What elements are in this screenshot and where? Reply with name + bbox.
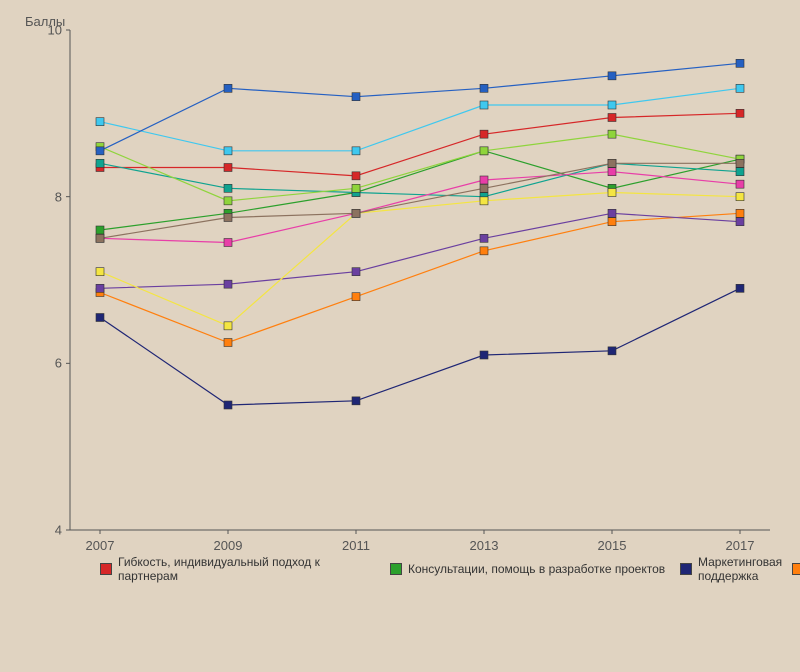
series-marker bbox=[96, 118, 104, 126]
series-marker bbox=[96, 314, 104, 322]
legend-item: Маркетинговая поддержка bbox=[680, 560, 782, 578]
series-marker bbox=[736, 180, 744, 188]
series-marker bbox=[352, 93, 360, 101]
plot-area bbox=[70, 30, 770, 530]
legend-swatch bbox=[390, 563, 402, 575]
series-line bbox=[100, 63, 740, 151]
plot-svg bbox=[70, 30, 770, 530]
series-marker bbox=[608, 218, 616, 226]
series-marker bbox=[96, 284, 104, 292]
legend: Гибкость, индивидуальный подход к партне… bbox=[100, 560, 800, 578]
x-tick: 2011 bbox=[342, 538, 370, 553]
series-marker bbox=[608, 347, 616, 355]
series-marker bbox=[352, 293, 360, 301]
series-marker bbox=[352, 147, 360, 155]
series-marker bbox=[736, 159, 744, 167]
series-marker bbox=[608, 101, 616, 109]
series-marker bbox=[224, 239, 232, 247]
legend-label: Консультации, помощь в разработке проект… bbox=[408, 562, 665, 576]
series-marker bbox=[224, 322, 232, 330]
series-marker bbox=[224, 184, 232, 192]
y-tick: 4 bbox=[42, 523, 62, 538]
series-marker bbox=[608, 189, 616, 197]
legend-item: Консультации, помощь в разработке проект… bbox=[390, 560, 670, 578]
series-marker bbox=[480, 234, 488, 242]
series-marker bbox=[224, 197, 232, 205]
series-marker bbox=[224, 280, 232, 288]
series-marker bbox=[736, 84, 744, 92]
x-tick: 2015 bbox=[598, 538, 627, 553]
legend-item: Наличие системы B2B bbox=[792, 560, 800, 578]
legend-label: Гибкость, индивидуальный подход к партне… bbox=[118, 555, 380, 583]
series-marker bbox=[608, 168, 616, 176]
series-line bbox=[100, 88, 740, 151]
series-line bbox=[100, 213, 740, 288]
series-marker bbox=[736, 168, 744, 176]
chart-container: Баллы 46810 200720092011201320152017 Гиб… bbox=[0, 0, 800, 672]
series-marker bbox=[736, 193, 744, 201]
series-line bbox=[100, 151, 740, 230]
series-marker bbox=[608, 159, 616, 167]
series-marker bbox=[480, 351, 488, 359]
legend-label: Маркетинговая поддержка bbox=[698, 555, 782, 583]
x-tick: 2017 bbox=[726, 538, 755, 553]
y-tick: 10 bbox=[42, 23, 62, 38]
series-marker bbox=[352, 209, 360, 217]
legend-swatch bbox=[792, 563, 800, 575]
x-tick: 2009 bbox=[214, 538, 243, 553]
series-marker bbox=[736, 284, 744, 292]
series-marker bbox=[480, 101, 488, 109]
series-line bbox=[100, 163, 740, 196]
y-tick: 6 bbox=[42, 356, 62, 371]
series-marker bbox=[608, 209, 616, 217]
series-marker bbox=[352, 268, 360, 276]
series-marker bbox=[480, 130, 488, 138]
legend-swatch bbox=[100, 563, 112, 575]
series-marker bbox=[96, 268, 104, 276]
series-marker bbox=[480, 184, 488, 192]
series-marker bbox=[480, 197, 488, 205]
x-tick: 2007 bbox=[86, 538, 115, 553]
series-marker bbox=[352, 172, 360, 180]
series-marker bbox=[96, 159, 104, 167]
series-marker bbox=[224, 214, 232, 222]
series-marker bbox=[96, 226, 104, 234]
series-marker bbox=[224, 147, 232, 155]
series-marker bbox=[608, 114, 616, 122]
series-line bbox=[100, 113, 740, 175]
x-tick: 2013 bbox=[470, 538, 499, 553]
series-marker bbox=[96, 234, 104, 242]
series-marker bbox=[352, 184, 360, 192]
legend-item: Гибкость, индивидуальный подход к партне… bbox=[100, 560, 380, 578]
series-marker bbox=[224, 401, 232, 409]
series-marker bbox=[224, 164, 232, 172]
series-marker bbox=[736, 218, 744, 226]
series-marker bbox=[736, 209, 744, 217]
series-marker bbox=[480, 84, 488, 92]
series-marker bbox=[736, 109, 744, 117]
series-line bbox=[100, 288, 740, 405]
legend-swatch bbox=[680, 563, 692, 575]
series-marker bbox=[224, 84, 232, 92]
series-marker bbox=[736, 59, 744, 67]
series-marker bbox=[96, 147, 104, 155]
series-marker bbox=[352, 397, 360, 405]
series-line bbox=[100, 213, 740, 342]
series-line bbox=[100, 193, 740, 326]
series-marker bbox=[480, 147, 488, 155]
series-marker bbox=[480, 176, 488, 184]
series-marker bbox=[608, 72, 616, 80]
series-marker bbox=[480, 247, 488, 255]
y-tick: 8 bbox=[42, 189, 62, 204]
series-marker bbox=[608, 130, 616, 138]
series-marker bbox=[224, 339, 232, 347]
